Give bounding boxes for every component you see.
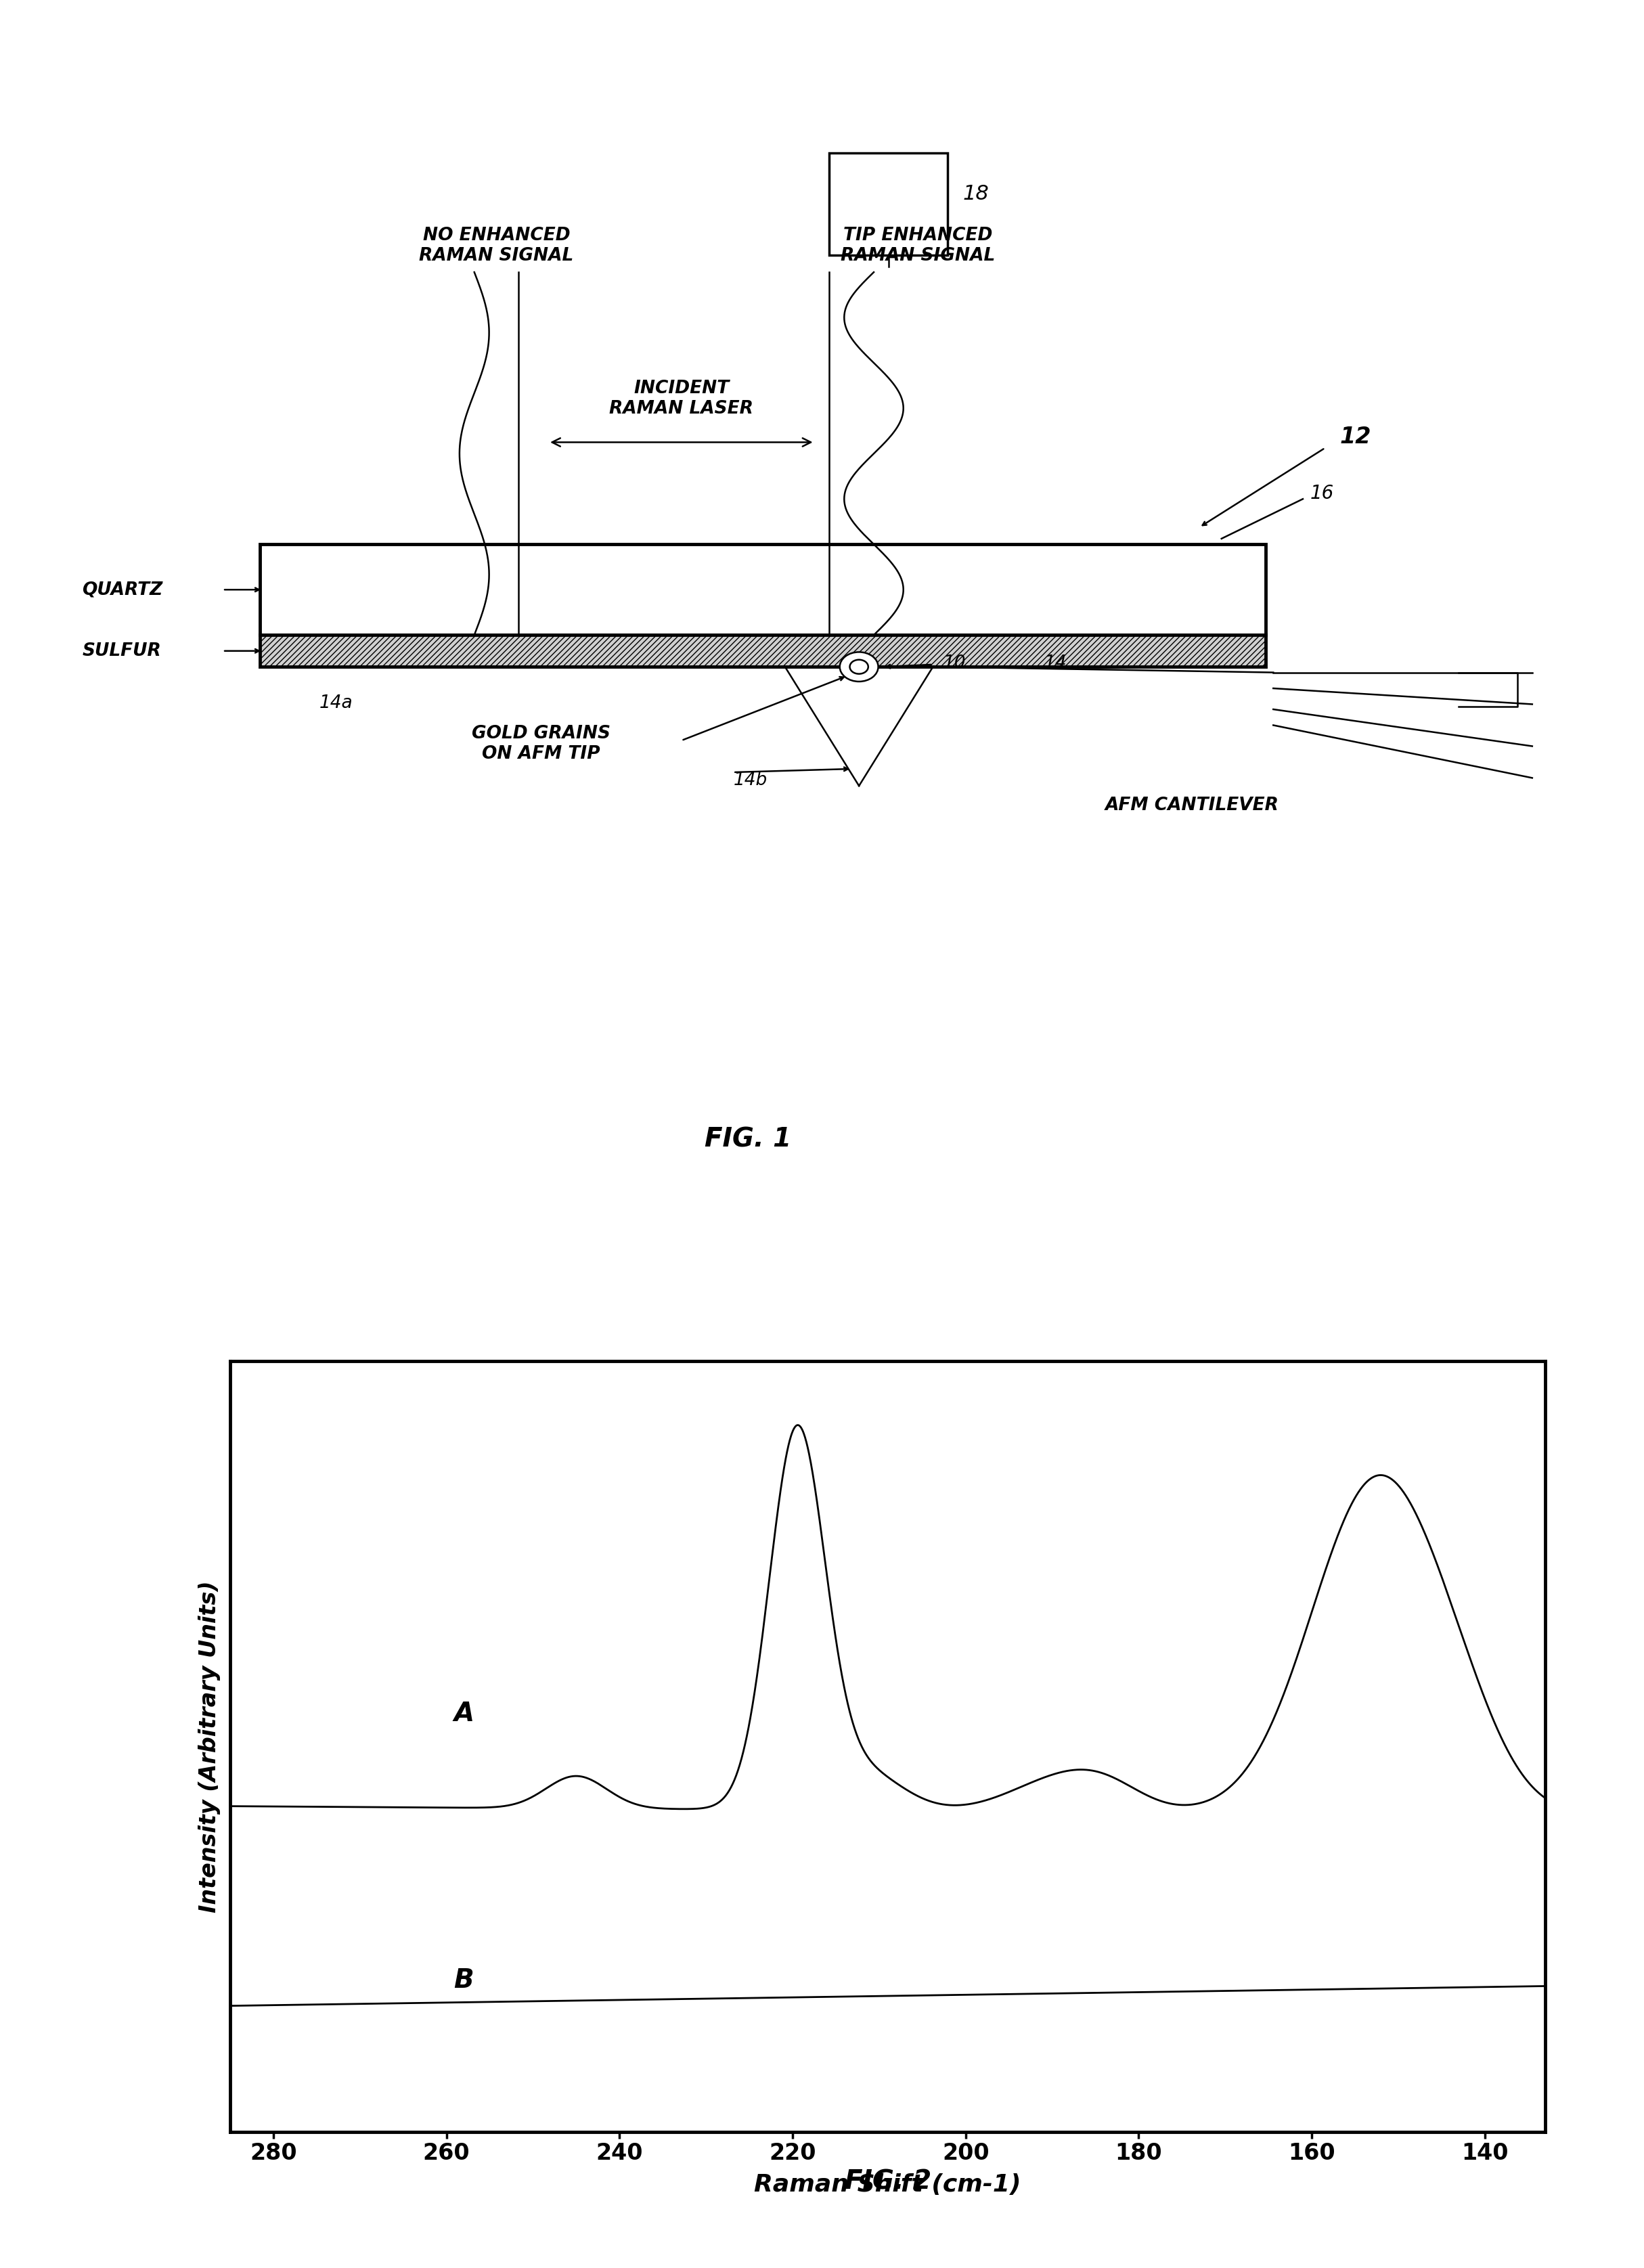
Circle shape — [840, 653, 878, 683]
Text: NO ENHANCED
RAMAN SIGNAL: NO ENHANCED RAMAN SIGNAL — [419, 227, 574, 265]
X-axis label: Raman Shift (cm-1): Raman Shift (cm-1) — [755, 2173, 1021, 2195]
Text: AFM CANTILEVER: AFM CANTILEVER — [1105, 796, 1279, 814]
Text: FIG. 1: FIG. 1 — [705, 1127, 791, 1152]
Text: 14a: 14a — [319, 694, 352, 712]
Text: SULFUR: SULFUR — [82, 642, 161, 660]
Bar — [260, 635, 1266, 667]
Text: 12: 12 — [1340, 426, 1371, 447]
Text: A: A — [454, 1701, 473, 1726]
Text: QUARTZ: QUARTZ — [82, 581, 163, 599]
Text: INCIDENT
RAMAN LASER: INCIDENT RAMAN LASER — [610, 379, 753, 417]
Circle shape — [850, 660, 868, 674]
Text: 18: 18 — [963, 184, 988, 204]
Text: 16: 16 — [1310, 483, 1335, 503]
Text: GOLD GRAINS
ON AFM TIP: GOLD GRAINS ON AFM TIP — [472, 726, 610, 762]
Y-axis label: Intensity (Arbitrary Units): Intensity (Arbitrary Units) — [199, 1581, 220, 1912]
Text: 14: 14 — [1044, 655, 1067, 671]
Text: 10: 10 — [944, 655, 967, 671]
Text: 14b: 14b — [733, 771, 768, 789]
Bar — [260, 544, 1266, 635]
Bar — [830, 154, 947, 256]
Text: FIG. 2: FIG. 2 — [845, 2168, 931, 2195]
Text: TIP ENHANCED
RAMAN SIGNAL: TIP ENHANCED RAMAN SIGNAL — [842, 227, 995, 265]
Text: B: B — [454, 1969, 473, 1994]
